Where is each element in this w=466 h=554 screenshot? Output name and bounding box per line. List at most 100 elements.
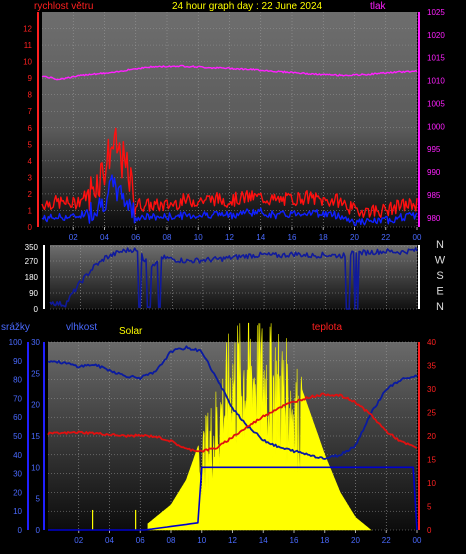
weather-x-tick-label: 18 [320, 536, 329, 545]
wind-x-tick-label: 04 [100, 233, 109, 242]
wind-y-tick-label: 9 [28, 74, 33, 83]
humidity-y-tick-label: 40 [13, 451, 22, 460]
wind-x-tick-label: 12 [225, 233, 234, 242]
rain-y-tick-label: 30 [31, 338, 40, 347]
rain-total-line [48, 466, 418, 531]
compass-label: N [436, 301, 444, 313]
weather-x-tick-label: 04 [105, 536, 114, 545]
weather-x-tick-label: 22 [382, 536, 391, 545]
weather-x-tick-label: 02 [74, 536, 83, 545]
pressure-y-tick-label: 1020 [427, 31, 445, 40]
wind-x-tick-label: 08 [163, 233, 172, 242]
humidity-line [47, 345, 418, 460]
rain-y-tick-label: 15 [31, 432, 40, 441]
weather-x-tick-label: 20 [351, 536, 360, 545]
pressure-y-tick-label: 995 [427, 145, 441, 154]
weather-x-tick-label: 10 [197, 536, 206, 545]
direction-y-tick-label: 270 [25, 257, 39, 266]
wind-y-tick-label: 6 [28, 124, 33, 133]
wind-gust-line [41, 127, 418, 219]
weather-x-tick-label: 16 [290, 536, 299, 545]
weather-x-tick-label: 06 [136, 536, 145, 545]
humidity-y-tick-label: 10 [13, 507, 22, 516]
humidity-y-tick-label: 0 [18, 526, 23, 535]
temperature-y-tick-label: 35 [427, 362, 436, 371]
temperature-axis-label: teplota [312, 322, 342, 333]
wind-x-tick-label: 00 [413, 233, 422, 242]
wind-x-tick-label: 18 [319, 233, 328, 242]
wind-x-tick-label: 10 [194, 233, 203, 242]
humidity-y-tick-label: 60 [13, 413, 22, 422]
humidity-axis-label: vlhkost [66, 322, 97, 333]
weather-x-tick-label: 14 [259, 536, 268, 545]
wind-average-line [41, 174, 418, 227]
wind-y-tick-label: 0 [28, 223, 33, 232]
humidity-y-tick-label: 50 [13, 432, 22, 441]
temperature-y-tick-label: 5 [427, 503, 432, 512]
pressure-y-tick-label: 1015 [427, 54, 445, 63]
temperature-y-tick-label: 0 [427, 526, 432, 535]
rain-y-tick-label: 5 [36, 495, 41, 504]
humidity-y-tick-label: 80 [13, 376, 22, 385]
temperature-y-tick-label: 25 [427, 409, 436, 418]
rain-y-tick-label: 25 [31, 369, 40, 378]
wind-x-tick-label: 16 [288, 233, 297, 242]
pressure-y-tick-label: 990 [427, 168, 441, 177]
humidity-y-tick-label: 90 [13, 357, 22, 366]
pressure-y-tick-label: 1010 [427, 77, 445, 86]
wind-x-tick-label: 14 [256, 233, 265, 242]
humidity-y-tick-label: 70 [13, 394, 22, 403]
solar-axis-label: Solar [119, 326, 143, 337]
wind-y-tick-label: 7 [28, 107, 33, 116]
wind-y-tick-label: 12 [23, 25, 32, 34]
wind-y-tick-label: 8 [28, 91, 33, 100]
pressure-y-tick-label: 985 [427, 191, 441, 200]
rain-y-tick-label: 10 [31, 463, 40, 472]
pressure-y-tick-label: 1025 [427, 8, 445, 17]
direction-y-tick-label: 90 [29, 289, 38, 298]
wind-y-tick-label: 3 [28, 173, 33, 182]
wind-y-tick-label: 2 [28, 190, 33, 199]
wind-x-tick-label: 20 [350, 233, 359, 242]
wind-x-tick-label: 06 [131, 233, 140, 242]
wind-y-tick-label: 1 [28, 206, 33, 215]
rain-axis-label: srážky [1, 322, 30, 333]
wind-x-tick-label: 02 [69, 233, 78, 242]
temperature-y-tick-label: 10 [427, 479, 436, 488]
humidity-y-tick-label: 20 [13, 488, 22, 497]
rain-y-tick-label: 0 [36, 526, 41, 535]
humidity-y-tick-label: 100 [9, 338, 23, 347]
weather-x-tick-label: 08 [167, 536, 176, 545]
temperature-line [47, 392, 418, 453]
wind-speed-axis-label: rychlost větru [34, 1, 93, 12]
wind-y-tick-label: 11 [24, 41, 33, 50]
compass-label: W [435, 255, 446, 267]
direction-y-tick-label: 0 [34, 305, 39, 314]
chart-marks-layer: 02 04 06 08 10 12 14 16 18 20 22 001211109876543210… [9, 8, 446, 545]
rain-y-tick-label: 20 [31, 401, 40, 410]
temperature-y-tick-label: 15 [427, 456, 436, 465]
wind-y-tick-label: 5 [28, 140, 33, 149]
pressure-y-tick-label: 1000 [427, 122, 445, 131]
compass-label: N [436, 239, 444, 251]
wind-direction-line [49, 247, 418, 310]
wind-x-tick-label: 22 [381, 233, 390, 242]
chart-title: 24 hour graph day : 22 June 2024 [172, 1, 323, 12]
temperature-y-tick-label: 20 [427, 432, 436, 441]
compass-label: S [436, 270, 443, 282]
compass-label: E [436, 286, 443, 298]
weather-x-tick-label: 00 [413, 536, 422, 545]
pressure-line [41, 64, 418, 81]
pressure-axis-label: tlak [370, 1, 387, 12]
wind-y-tick-label: 4 [28, 157, 33, 166]
direction-y-tick-label: 180 [25, 273, 39, 282]
pressure-y-tick-label: 980 [427, 214, 441, 223]
pressure-y-tick-label: 1005 [427, 99, 445, 108]
temperature-y-tick-label: 30 [427, 385, 436, 394]
humidity-y-tick-label: 30 [13, 470, 22, 479]
solar-radiation-area [147, 322, 372, 531]
temperature-y-tick-label: 40 [427, 338, 436, 347]
direction-y-tick-label: 350 [25, 243, 39, 252]
